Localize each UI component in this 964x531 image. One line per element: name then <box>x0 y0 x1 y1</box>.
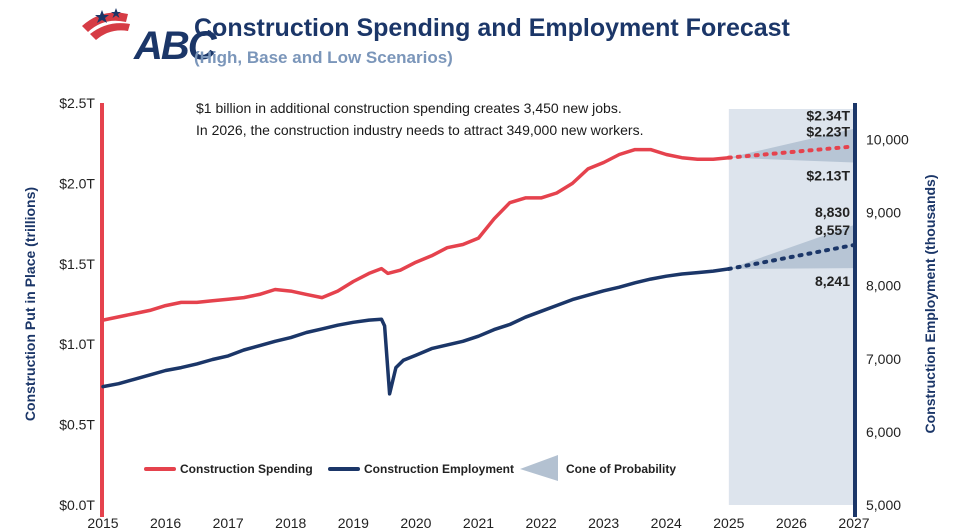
x-axis-tick-label: 2017 <box>213 515 244 531</box>
left-axis-tick-label: $2.5T <box>59 95 95 111</box>
left-axis-tick-label: $0.5T <box>59 417 95 433</box>
left-axis-line <box>100 103 104 517</box>
right-axis-tick-label: 10,000 <box>866 132 909 148</box>
x-axis-tick-label: 2025 <box>713 515 744 531</box>
annotation-note: $1 billion in additional construction sp… <box>196 97 643 141</box>
flag-icon <box>82 8 130 40</box>
left-axis-tick-label: $0.0T <box>59 497 95 513</box>
forecast-high-label: $2.34T <box>806 108 850 124</box>
left-axis-label: Construction Put in Place (trillions) <box>22 187 38 421</box>
construction-employment-line <box>101 267 731 396</box>
left-axis-tick-label: $2.0T <box>59 175 95 191</box>
x-axis-tick-label: 2019 <box>338 515 369 531</box>
x-axis-tick-label: 2022 <box>526 515 557 531</box>
forecast-band-layer <box>728 109 854 505</box>
legend: Construction Spending Construction Employ… <box>144 455 676 481</box>
forecast-band <box>728 109 854 505</box>
forecast-high-label: 8,830 <box>815 204 850 220</box>
forecast-base-label: $2.23T <box>806 123 850 139</box>
right-axis-label: Construction Employment (thousands) <box>922 175 938 434</box>
chart-title: Construction Spending and Employment For… <box>194 14 790 42</box>
note-line-1: $1 billion in additional construction sp… <box>196 100 622 116</box>
right-axis-tick-label: 6,000 <box>866 424 901 440</box>
x-axis-tick-label: 2024 <box>651 515 682 531</box>
construction-spending-line <box>101 147 731 322</box>
cone-legend-swatch <box>520 455 558 481</box>
x-axis-tick-label: 2027 <box>838 515 869 531</box>
x-axis-tick-label: 2015 <box>87 515 118 531</box>
construction-spending-forecast-cone <box>728 128 854 163</box>
construction-spending-forecast-base-line <box>726 144 856 160</box>
note-line-2: In 2026, the construction industry needs… <box>196 122 644 138</box>
right-axis-tick-label: 7,000 <box>866 351 901 367</box>
logo-wordmark: ABC <box>134 24 217 68</box>
left-axis-tick-label: $1.5T <box>59 256 95 272</box>
abc-logo: ABC <box>64 6 217 70</box>
left-axis-tick-label: $1.0T <box>59 336 95 352</box>
forecast-labels-layer: $2.34T$2.23T $2.13T 8,830 8,557 8,241 <box>806 108 850 289</box>
forecast-low-label: $2.13T <box>806 167 850 183</box>
series-layer <box>101 144 856 396</box>
legend-label: Cone of Probability <box>566 462 676 476</box>
forecast-base-label: 8,557 <box>815 222 850 238</box>
right-axis-tick-label: 8,000 <box>866 278 901 294</box>
cone-layer <box>728 128 854 269</box>
legend-label: Construction Employment <box>364 462 514 476</box>
right-axis-tick-label: 5,000 <box>866 497 901 513</box>
x-axis-tick-label: 2020 <box>400 515 431 531</box>
forecast-low-label: 8,241 <box>815 273 850 289</box>
x-axis-tick-label: 2016 <box>150 515 181 531</box>
right-axis-tick-label: 9,000 <box>866 205 901 221</box>
chart-subtitle: (High, Base and Low Scenarios) <box>194 48 453 67</box>
construction-employment-forecast-cone <box>728 225 854 269</box>
x-axis-tick-label: 2023 <box>588 515 619 531</box>
right-axis-line <box>853 103 857 517</box>
legend-label: Construction Spending <box>180 462 313 476</box>
x-axis-tick-label: 2026 <box>776 515 807 531</box>
x-axis-tick-label: 2021 <box>463 515 494 531</box>
x-axis-tick-label: 2018 <box>275 515 306 531</box>
axes-layer: $0.0T $0.5T $1.0T $1.5T $2.0T $2.5T Constructi… <box>22 95 938 531</box>
construction-employment-forecast-base-line <box>726 243 856 271</box>
